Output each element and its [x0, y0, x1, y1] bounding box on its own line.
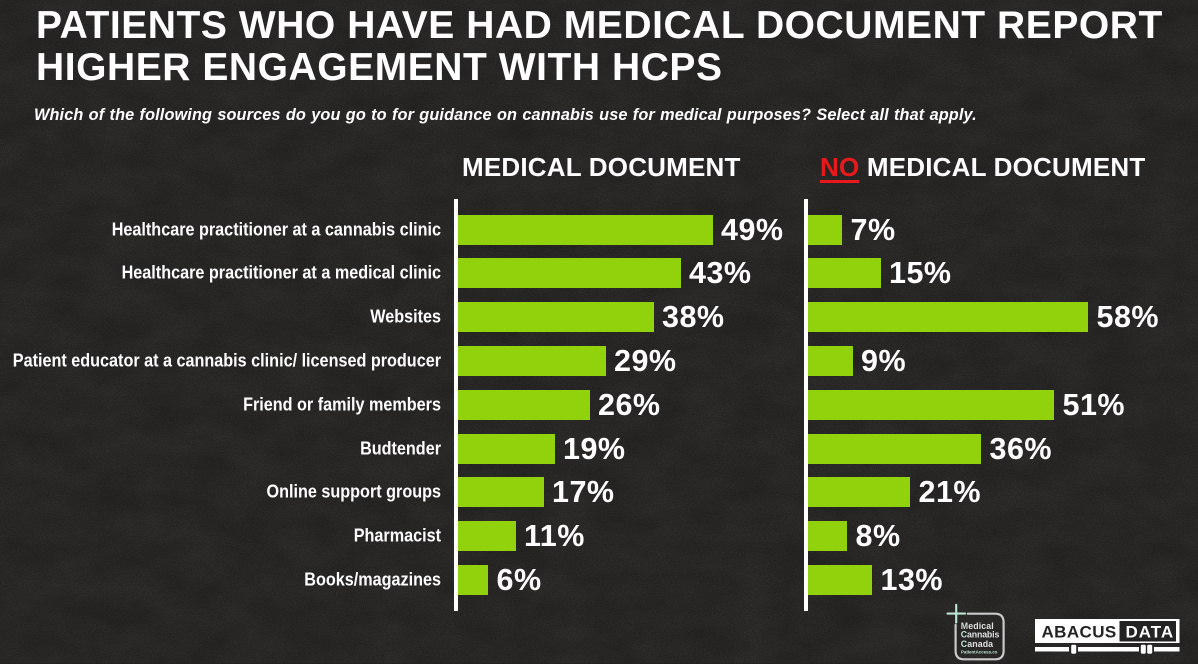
- svg-text:Canada: Canada: [961, 639, 993, 649]
- svg-text:DATA: DATA: [1126, 623, 1175, 642]
- svg-text:PatientAccess.co: PatientAccess.co: [961, 650, 998, 655]
- svg-text:Cannabis: Cannabis: [961, 630, 1000, 640]
- svg-text:ABACUS: ABACUS: [1042, 623, 1117, 642]
